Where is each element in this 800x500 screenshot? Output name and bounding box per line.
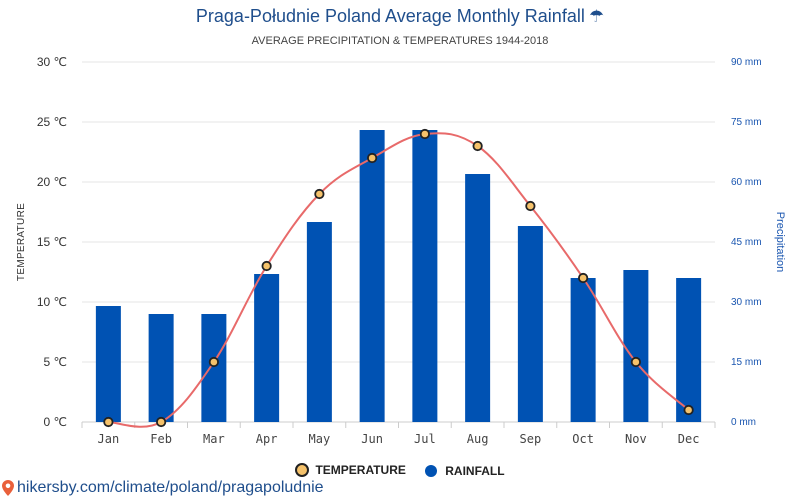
- right-tick-label: 75 mm: [731, 117, 762, 128]
- right-tick-label: 45 mm: [731, 237, 762, 248]
- month-label-oct: Oct: [572, 432, 594, 446]
- temperature-point-jun: [367, 152, 378, 164]
- legend-temperature-marker-icon: [290, 463, 315, 477]
- rainfall-bar-jul: [412, 130, 438, 422]
- source-text: hikersby.com/climate/poland/pragapoludni…: [17, 479, 324, 496]
- legend: TEMPERATURE RAINFALL: [0, 463, 800, 480]
- rainfall-bar-may: [306, 222, 332, 422]
- right-tick-label: 90 mm: [731, 57, 762, 68]
- legend-rainfall-label: RAINFALL: [445, 464, 505, 478]
- left-tick-label: 10 ℃: [37, 295, 67, 309]
- temperature-line: [108, 132, 690, 428]
- month-label-jul: Jul: [414, 432, 436, 446]
- rainfall-bar-feb: [148, 314, 174, 422]
- month-label-jan: Jan: [98, 432, 120, 446]
- right-tick-label: 30 mm: [731, 297, 762, 308]
- rainfall-bar-nov: [623, 270, 649, 422]
- source-link[interactable]: hikersby.com/climate/poland/pragapoludni…: [2, 479, 324, 497]
- month-label-nov: Nov: [625, 432, 647, 446]
- month-label-jun: Jun: [361, 432, 383, 446]
- temperature-point-aug: [472, 140, 483, 152]
- left-axis-title: TEMPERATURE: [16, 203, 27, 281]
- temperature-point-may: [314, 188, 325, 200]
- right-axis-title: Precipitation: [774, 212, 786, 273]
- month-label-dec: Dec: [678, 432, 700, 446]
- temperature-point-apr: [261, 260, 272, 272]
- temperature-point-dec: [683, 404, 694, 416]
- legend-temperature-label: TEMPERATURE: [315, 463, 406, 477]
- temperature-point-jul: [419, 128, 430, 140]
- left-tick-label: 0 ℃: [44, 415, 67, 429]
- right-tick-label: 60 mm: [731, 177, 762, 188]
- left-tick-label: 30 ℃: [37, 55, 67, 69]
- left-tick-label: 25 ℃: [37, 115, 67, 129]
- right-tick-label: 0 mm: [731, 417, 756, 428]
- temperature-point-jan: [103, 416, 114, 428]
- legend-rainfall-marker-icon: [425, 465, 438, 477]
- left-tick-label: 20 ℃: [37, 175, 67, 189]
- temperature-point-sep: [525, 200, 536, 212]
- rainfall-bar-oct: [570, 278, 596, 422]
- month-label-aug: Aug: [467, 432, 489, 446]
- chart-title: Praga-Południe Poland Average Monthly Ra…: [0, 6, 800, 27]
- month-label-sep: Sep: [520, 432, 542, 446]
- temperature-point-feb: [156, 416, 167, 428]
- temperature-point-oct: [578, 272, 589, 284]
- right-tick-label: 15 mm: [731, 357, 762, 368]
- chart-subtitle: AVERAGE PRECIPITATION & TEMPERATURES 194…: [251, 35, 549, 47]
- map-pin-icon: [2, 480, 14, 496]
- umbrella-icon: ☂: [588, 7, 605, 26]
- month-label-apr: Apr: [256, 432, 278, 446]
- rainfall-bar-aug: [465, 174, 491, 422]
- rainfall-bar-jun: [359, 130, 385, 422]
- legend-item-temperature[interactable]: TEMPERATURE: [290, 463, 406, 477]
- left-tick-label: 15 ℃: [37, 235, 67, 249]
- temperature-point-nov: [630, 356, 641, 368]
- rainfall-bar-sep: [517, 226, 543, 422]
- month-label-mar: Mar: [203, 432, 225, 446]
- left-tick-label: 5 ℃: [44, 355, 67, 369]
- legend-item-rainfall[interactable]: RAINFALL: [425, 464, 505, 478]
- rainfall-bar-jan: [95, 306, 121, 422]
- month-label-feb: Feb: [150, 432, 172, 446]
- temperature-point-mar: [208, 356, 219, 368]
- month-label-may: May: [309, 432, 331, 446]
- rainfall-bar-dec: [676, 278, 702, 422]
- chart-title-text: Praga-Południe Poland Average Monthly Ra…: [195, 6, 585, 26]
- rainfall-bar-mar: [201, 314, 227, 422]
- rainfall-bar-apr: [254, 274, 280, 422]
